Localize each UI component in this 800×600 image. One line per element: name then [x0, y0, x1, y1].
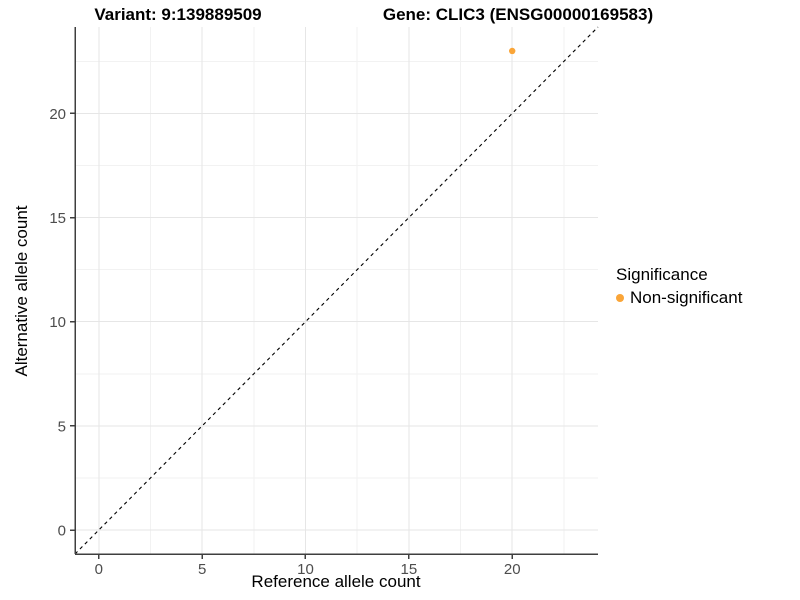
y-axis-label: Alternative allele count	[12, 205, 31, 377]
x-tick-label: 5	[198, 561, 206, 578]
x-tick-label: 20	[504, 561, 521, 578]
identity-line	[74, 26, 599, 555]
variant-title: Variant: 9:139889509	[94, 5, 262, 24]
y-tick-label: 10	[49, 314, 66, 331]
y-tick-label: 15	[49, 210, 66, 227]
y-tick-label: 0	[58, 523, 66, 540]
legend-title: Significance	[616, 265, 708, 284]
legend-point-icon	[616, 294, 624, 302]
x-tick-label: 0	[95, 561, 103, 578]
y-tick-label: 5	[58, 418, 66, 435]
data-point	[509, 47, 516, 55]
legend: Significance Non-significant	[616, 265, 742, 308]
y-tick-label: 20	[49, 106, 66, 123]
gene-title: Gene: CLIC3 (ENSG00000169583)	[382, 5, 654, 24]
legend-item-label: Non-significant	[630, 288, 743, 307]
x-tick-label: 10	[297, 561, 314, 578]
x-tick-label: 15	[401, 561, 418, 578]
legend-item: Non-significant	[616, 288, 742, 308]
x-axis-label: Reference allele count	[251, 572, 421, 591]
